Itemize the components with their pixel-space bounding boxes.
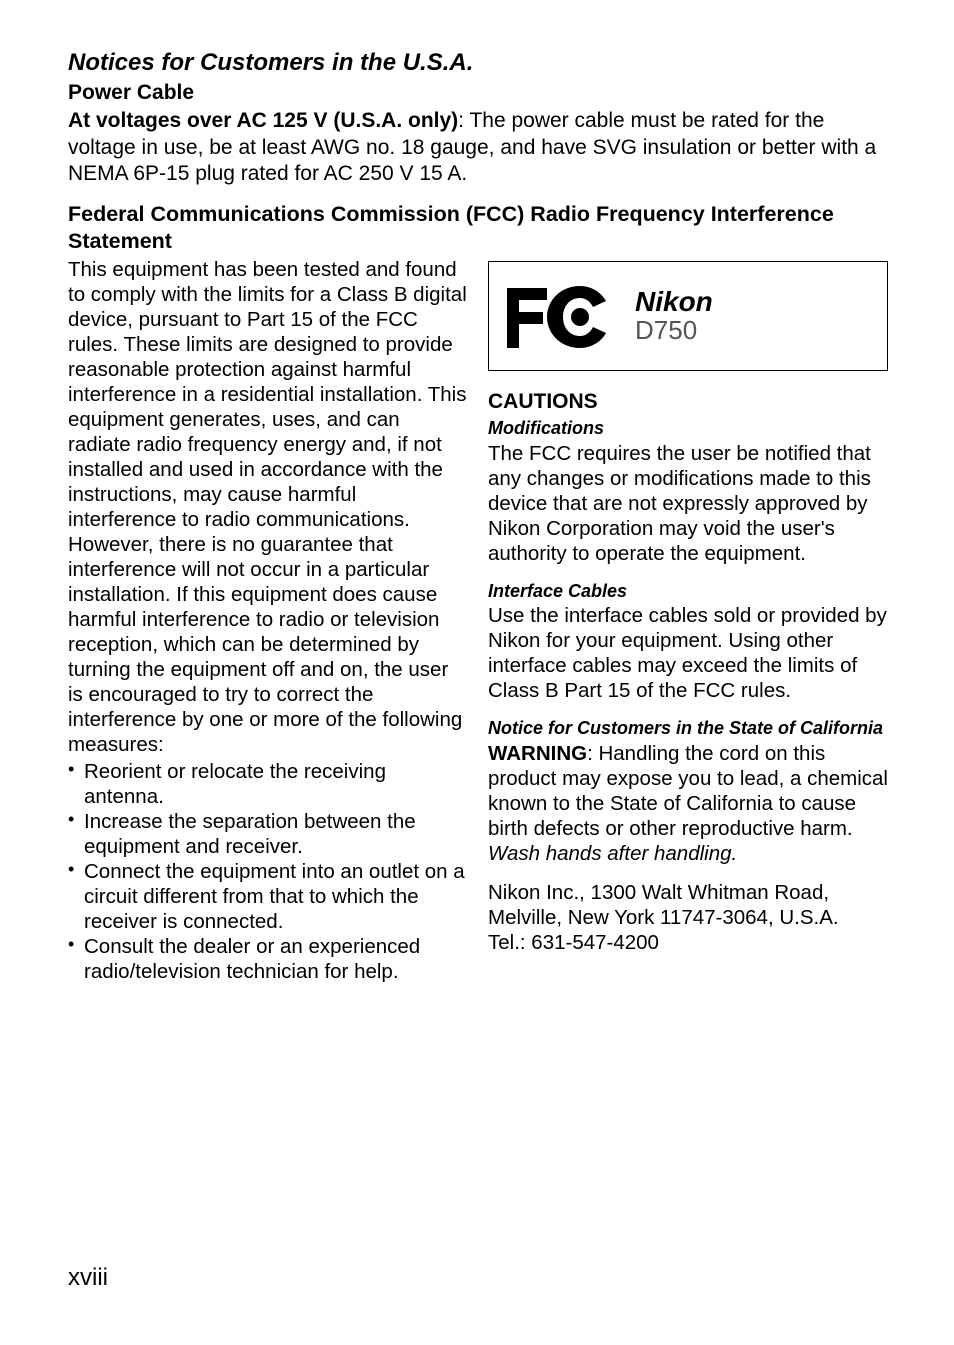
right-column: Nikon D750 CAUTIONS Modifications The FC… [488,257,888,955]
warning-bold: WARNING [488,742,587,765]
fcc-heading: Federal Communications Commission (FCC) … [68,201,894,255]
two-column-region: This equipment has been tested and found… [68,257,894,984]
fcc-logo-box: Nikon D750 [488,261,888,371]
logo-text-block: Nikon D750 [635,288,713,346]
nikon-address-block: Nikon Inc., 1300 Walt Whitman Road, Melv… [488,880,888,955]
bullet-item: Reorient or relocate the receiving anten… [68,759,468,809]
nikon-address: Nikon Inc., 1300 Walt Whitman Road, Melv… [488,881,839,929]
model-text: D750 [635,316,713,346]
interface-cables-text: Use the interface cables sold or provide… [488,603,888,703]
fcc-bullet-list: Reorient or relocate the receiving anten… [68,759,468,984]
fcc-icon [503,278,613,356]
bullet-item: Consult the dealer or an experienced rad… [68,934,468,984]
nikon-tel: Tel.: 631-547-4200 [488,931,659,954]
notices-title: Notices for Customers in the U.S.A. [68,48,894,78]
voltage-bold: At voltages over AC 125 V (U.S.A. only) [68,109,458,132]
fcc-statement-text: This equipment has been tested and found… [68,257,468,757]
cautions-heading: CAUTIONS [488,389,888,415]
power-cable-para: At voltages over AC 125 V (U.S.A. only):… [68,108,894,187]
interface-cables-title: Interface Cables [488,580,888,603]
bullet-item: Increase the separation between the equi… [68,809,468,859]
left-column: This equipment has been tested and found… [68,257,468,984]
bullet-item: Connect the equipment into an outlet on … [68,859,468,934]
california-title: Notice for Customers in the State of Cal… [488,717,888,740]
modifications-title: Modifications [488,417,888,440]
power-cable-title: Power Cable [68,80,894,106]
modifications-text: The FCC requires the user be notified th… [488,441,888,566]
page-number: xviii [68,1263,108,1293]
nikon-brand-text: Nikon [635,288,713,316]
california-text: WARNING: Handling the cord on this produ… [488,741,888,866]
california-ital: Wash hands after handling. [488,842,737,865]
